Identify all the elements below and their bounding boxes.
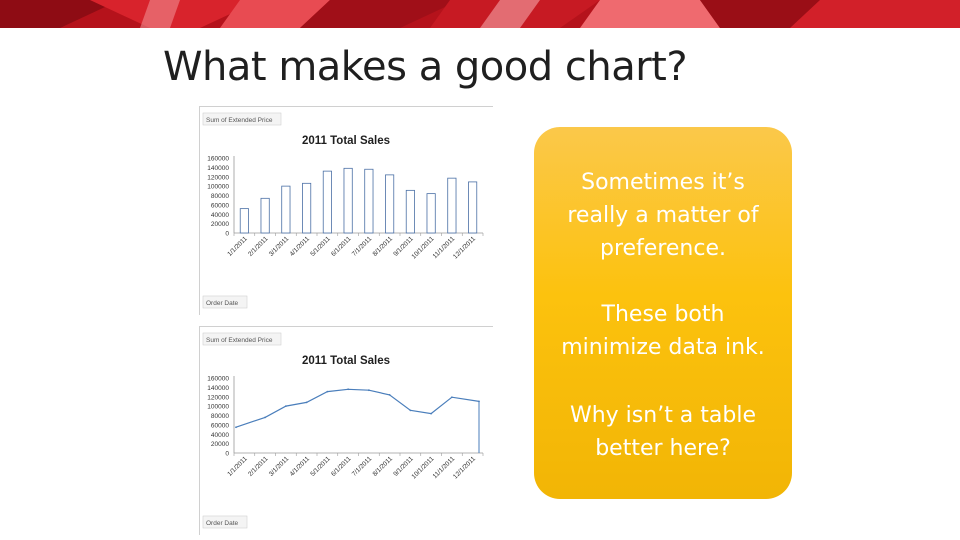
callout-box: Sometimes it’s really a matter of prefer…	[534, 127, 792, 499]
x-tick-label: 6/1/2011	[330, 455, 353, 478]
bar-chart-panel: Sum of Extended Price 2011 Total Sales 160…	[199, 106, 493, 315]
data-point	[305, 401, 308, 404]
callout-line: better here?	[595, 436, 731, 461]
callout-paragraph-table-question: Why isn’t a table better here?	[534, 399, 792, 465]
data-point	[409, 409, 412, 412]
y-tick-label: 40000	[211, 212, 229, 219]
field-button	[202, 332, 282, 346]
y-tick-label: 100000	[207, 184, 229, 191]
data-point	[326, 390, 329, 393]
y-tick-label: 160000	[207, 156, 229, 163]
callout-line: Why isn’t a table	[569, 403, 757, 428]
x-tick-label: 12/1/2011	[452, 235, 477, 260]
y-tick-label: 0	[225, 451, 229, 458]
callout-line: preference.	[599, 236, 726, 261]
y-tick-label: 60000	[211, 422, 229, 429]
x-tick-label: 2/1/2011	[247, 235, 270, 258]
y-tick-label: 120000	[207, 394, 229, 401]
x-tick-label: 7/1/2011	[351, 455, 374, 478]
line-chart: Sum of Extended Price 2011 Total Sales 160…	[202, 332, 484, 529]
data-point	[450, 396, 453, 399]
bar	[426, 193, 436, 234]
x-tick-label: 5/1/2011	[309, 235, 332, 258]
bar	[343, 167, 353, 234]
y-tick-label: 20000	[211, 221, 229, 228]
bar	[364, 168, 374, 234]
bar	[302, 182, 312, 234]
y-tick-label: 40000	[211, 432, 229, 439]
axis-field-button	[202, 295, 248, 309]
x-tick-label: 1/1/2011	[226, 455, 249, 478]
y-tick-label: 80000	[211, 193, 229, 200]
x-tick-label: 2/1/2011	[247, 455, 270, 478]
x-tick-label: 4/1/2011	[289, 235, 312, 258]
bar	[281, 185, 291, 234]
callout-line: really a matter of	[567, 203, 759, 228]
bar	[447, 177, 457, 234]
data-point	[347, 388, 350, 391]
y-tick-label: 140000	[207, 385, 229, 392]
x-tick-label: 4/1/2011	[289, 455, 312, 478]
x-tick-label: 3/1/2011	[268, 455, 291, 478]
y-tick-label: 80000	[211, 413, 229, 420]
y-tick-label: 160000	[207, 376, 229, 383]
data-point	[388, 393, 391, 396]
axis-field-button	[202, 515, 248, 529]
x-tick-label: 7/1/2011	[351, 235, 374, 258]
field-button-label: Sum of Extended Price	[206, 117, 273, 124]
axis-field-button-label: Order Date	[206, 300, 239, 307]
chart-title: 2011 Total Sales	[302, 355, 390, 367]
decorative-banner	[0, 0, 960, 28]
x-tick-label: 5/1/2011	[309, 455, 332, 478]
bar	[322, 170, 332, 234]
bar-chart: Sum of Extended Price 2011 Total Sales 160…	[202, 112, 484, 309]
data-point	[235, 426, 237, 429]
callout-paragraph-data-ink: These both minimize data ink.	[534, 298, 792, 364]
callout-line: Sometimes it’s	[581, 170, 745, 195]
x-tick-label: 8/1/2011	[372, 455, 395, 478]
y-tick-label: 20000	[211, 441, 229, 448]
chart-title: 2011 Total Sales	[302, 135, 390, 147]
x-tick-label: 6/1/2011	[330, 235, 353, 258]
bar	[260, 197, 270, 234]
series-line	[235, 388, 480, 428]
data-point	[367, 389, 370, 392]
callout-line: These both	[601, 302, 725, 327]
x-tick-label: 3/1/2011	[268, 235, 291, 258]
axis-field-button-label: Order Date	[206, 520, 239, 527]
slide-title: What makes a good chart?	[163, 44, 688, 90]
y-tick-label: 140000	[207, 165, 229, 172]
bar	[239, 208, 249, 234]
x-tick-label: 1/1/2011	[226, 235, 249, 258]
y-tick-label: 100000	[207, 404, 229, 411]
data-point	[284, 405, 287, 408]
y-tick-label: 60000	[211, 202, 229, 209]
x-tick-label: 12/1/2011	[452, 455, 477, 480]
callout-paragraph-preference: Sometimes it’s really a matter of prefer…	[534, 166, 792, 265]
bar	[405, 189, 415, 234]
data-point	[264, 416, 267, 419]
y-tick-label: 120000	[207, 174, 229, 181]
bar	[468, 181, 478, 234]
callout-line: minimize data ink.	[561, 335, 765, 360]
data-point	[430, 412, 433, 415]
field-button	[202, 112, 282, 126]
field-button-label: Sum of Extended Price	[206, 337, 273, 344]
line-chart-panel: Sum of Extended Price 2011 Total Sales 160…	[199, 326, 493, 535]
bar	[385, 174, 395, 234]
x-tick-label: 8/1/2011	[372, 235, 395, 258]
y-tick-label: 0	[225, 231, 229, 238]
